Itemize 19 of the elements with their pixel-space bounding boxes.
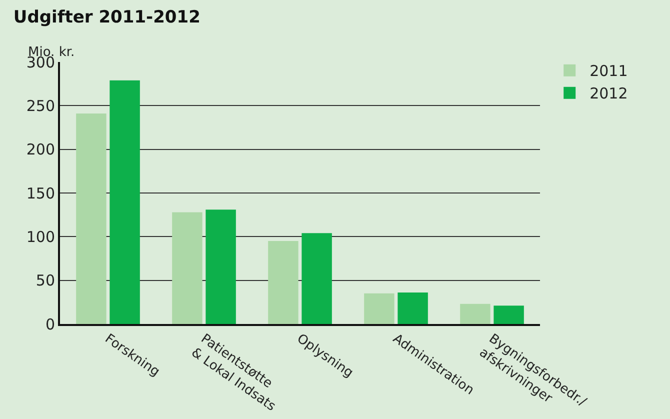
y-tick-label: 50 xyxy=(36,272,55,290)
legend-label: 2011 xyxy=(590,62,628,80)
y-tick-label: 0 xyxy=(45,315,55,334)
bar xyxy=(494,306,524,324)
y-tick-label: 100 xyxy=(26,228,55,246)
bar xyxy=(460,304,490,324)
y-tick-label: 200 xyxy=(26,140,55,159)
chart-title: Udgifter 2011-2012 xyxy=(13,7,200,28)
legend-label: 2012 xyxy=(590,84,628,103)
bar xyxy=(302,233,332,324)
bar xyxy=(110,80,140,324)
bar xyxy=(268,241,298,324)
y-tick-label: 150 xyxy=(26,184,55,202)
bar xyxy=(364,293,394,324)
bar xyxy=(206,210,236,324)
bar xyxy=(398,292,428,324)
bar xyxy=(76,114,106,324)
bar xyxy=(172,212,202,324)
y-tick-label: 250 xyxy=(26,96,55,115)
